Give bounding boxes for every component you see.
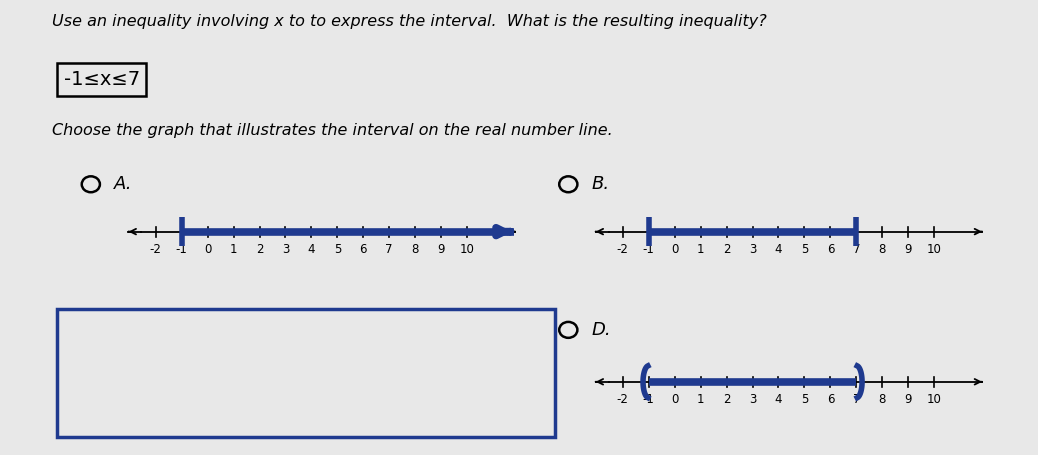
Text: 0: 0 — [671, 243, 679, 256]
Text: 1: 1 — [696, 394, 705, 406]
Text: -1: -1 — [175, 394, 188, 406]
Text: 4: 4 — [774, 243, 783, 256]
Text: 0: 0 — [671, 394, 679, 406]
Text: 5: 5 — [800, 394, 809, 406]
Text: 6: 6 — [826, 394, 835, 406]
Text: -1: -1 — [643, 243, 655, 256]
Text: 4: 4 — [307, 243, 316, 256]
Text: 9: 9 — [437, 394, 445, 406]
Text: 5: 5 — [333, 243, 342, 256]
Text: 1: 1 — [229, 394, 238, 406]
Text: 9: 9 — [437, 243, 445, 256]
Text: -1: -1 — [175, 243, 188, 256]
Text: -1≤x≤7: -1≤x≤7 — [63, 70, 140, 89]
Text: 3: 3 — [748, 243, 757, 256]
Text: A.: A. — [114, 175, 133, 193]
Text: -1: -1 — [643, 394, 655, 406]
Text: 10: 10 — [927, 394, 941, 406]
Text: D.: D. — [592, 321, 611, 339]
Text: 9: 9 — [904, 243, 912, 256]
Text: 2: 2 — [255, 243, 264, 256]
Text: 7: 7 — [385, 394, 393, 406]
Text: 8: 8 — [411, 243, 419, 256]
Text: 4: 4 — [307, 394, 316, 406]
Text: 8: 8 — [411, 394, 419, 406]
Text: C.: C. — [114, 321, 133, 339]
Text: 6: 6 — [826, 243, 835, 256]
Text: 2: 2 — [255, 394, 264, 406]
Text: 3: 3 — [281, 394, 290, 406]
Text: B.: B. — [592, 175, 609, 193]
Text: 8: 8 — [878, 394, 886, 406]
Text: Choose the graph that illustrates the interval on the real number line.: Choose the graph that illustrates the in… — [52, 123, 612, 138]
Text: -2: -2 — [617, 394, 629, 406]
Circle shape — [85, 325, 97, 335]
Text: 5: 5 — [800, 243, 809, 256]
Text: 7: 7 — [385, 243, 393, 256]
Text: 10: 10 — [460, 243, 474, 256]
Text: 6: 6 — [359, 394, 367, 406]
Text: 3: 3 — [281, 243, 290, 256]
Text: 4: 4 — [774, 394, 783, 406]
Text: 2: 2 — [722, 243, 731, 256]
Text: 1: 1 — [229, 243, 238, 256]
Text: 7: 7 — [852, 394, 861, 406]
Text: 7: 7 — [852, 243, 861, 256]
Text: 2: 2 — [722, 394, 731, 406]
Text: 3: 3 — [748, 394, 757, 406]
Text: -2: -2 — [149, 394, 162, 406]
Text: -2: -2 — [149, 243, 162, 256]
Text: 10: 10 — [927, 243, 941, 256]
Text: 0: 0 — [203, 394, 212, 406]
Text: 8: 8 — [878, 243, 886, 256]
Text: 9: 9 — [904, 394, 912, 406]
Text: 0: 0 — [203, 243, 212, 256]
Text: Use an inequality involving x to to express the interval.  What is the resulting: Use an inequality involving x to to expr… — [52, 14, 767, 29]
Text: 5: 5 — [333, 394, 342, 406]
Text: -2: -2 — [617, 243, 629, 256]
Text: 6: 6 — [359, 243, 367, 256]
Text: 1: 1 — [696, 243, 705, 256]
Text: 10: 10 — [460, 394, 474, 406]
